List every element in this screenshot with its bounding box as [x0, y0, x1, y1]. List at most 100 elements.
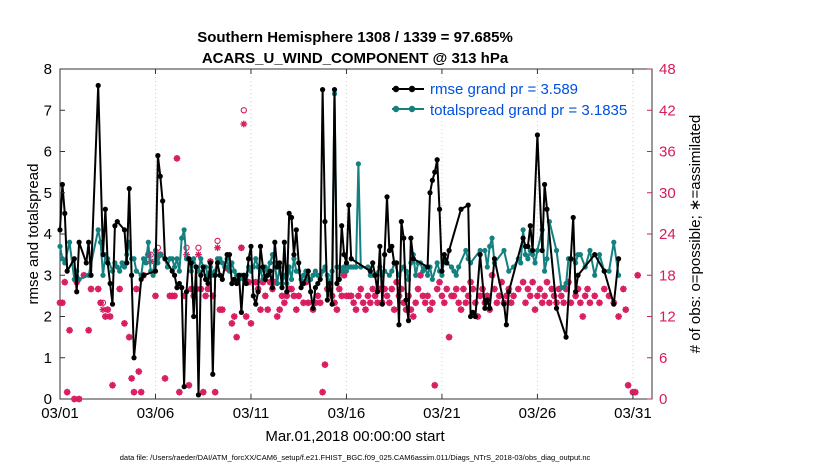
y-tick-label-left: 0: [44, 391, 52, 408]
rmse-point: [319, 87, 326, 93]
asterisk-stroke: [372, 293, 378, 299]
obs-assimilated-marker: [560, 299, 568, 307]
rmse-point: [372, 272, 378, 278]
asterisk-stroke: [525, 286, 531, 292]
asterisk-stroke: [295, 293, 302, 299]
obs-assimilated-marker: [596, 299, 603, 307]
asterisk-stroke: [582, 293, 589, 299]
obs-assimilated-marker: [357, 285, 365, 293]
asterisk-stroke: [577, 299, 584, 306]
obs-assimilated-marker: [541, 292, 548, 300]
x-tick-label: 03/11: [233, 405, 269, 422]
asterisk-stroke: [66, 327, 73, 334]
rmse-point: [310, 305, 316, 311]
rmse-point: [484, 297, 490, 303]
asterisk-stroke: [174, 155, 180, 162]
asterisk-stroke: [102, 313, 109, 320]
obs-assimilated-marker: [421, 299, 429, 307]
totalspread-point: [174, 256, 180, 262]
asterisk-stroke: [615, 313, 622, 320]
asterisk-stroke: [560, 299, 567, 306]
rmse-point: [241, 272, 247, 278]
rmse-point: [427, 190, 433, 196]
asterisk-stroke: [357, 286, 364, 292]
rmse-point: [410, 256, 416, 262]
obs-assimilated-marker: [364, 292, 372, 300]
chart-title-line1: Southern Hemisphere 1308 / 1339 = 97.685…: [197, 29, 513, 46]
obs-assimilated-marker: [87, 285, 95, 293]
asterisk-stroke: [100, 306, 106, 313]
rmse-point: [568, 256, 574, 262]
totalspread-point: [198, 256, 204, 262]
asterisk-stroke: [243, 313, 250, 320]
asterisk-stroke: [274, 313, 281, 320]
rmse-point: [601, 268, 607, 274]
totalspread-point: [343, 268, 350, 274]
asterisk-stroke: [558, 293, 565, 299]
obs-assimilated-marker: [75, 395, 83, 403]
y-tick-label-left: 5: [44, 185, 52, 202]
obs-assimilated-marker: [524, 285, 532, 293]
x-axis-label: Mar.01,2018 00:00:00 start: [265, 428, 445, 445]
obs-assimilated-marker: [436, 278, 443, 286]
totalspread-point: [501, 247, 507, 254]
x-tick-label: 03/16: [328, 405, 366, 422]
asterisk-stroke: [305, 299, 312, 306]
totalspread-point: [217, 256, 223, 262]
rmse-point: [71, 256, 77, 262]
asterisk-stroke: [441, 299, 448, 306]
obs-assimilated-marker: [600, 285, 608, 293]
axis-ticks: 03/01 03/06 03/11 03/16 03/21 03/26 03/3101234…: [41, 61, 675, 422]
totalspread-point: [100, 272, 106, 278]
totalspread-point: [291, 256, 297, 262]
asterisk-stroke: [527, 293, 534, 299]
rmse-point: [444, 260, 450, 266]
rmse-point: [238, 309, 245, 315]
totalspread-point: [425, 272, 431, 278]
rmse-point: [100, 252, 106, 258]
y-tick-label-right: 0: [659, 391, 667, 408]
obs-assimilated-marker: [624, 381, 632, 389]
totalspread-point: [587, 247, 593, 254]
obs-assimilated-marker: [295, 292, 303, 300]
rmse-point: [179, 285, 185, 291]
obs-assimilated-marker: [538, 299, 546, 307]
rmse-point: [248, 243, 254, 249]
obs-assimilated-marker: [257, 306, 264, 314]
totalspread-point: [532, 260, 538, 266]
y-tick-label-right: 24: [659, 226, 676, 243]
rmse-point: [520, 235, 526, 241]
totalspread-point: [525, 256, 531, 262]
rmse-point: [157, 173, 163, 179]
totalspread-point: [561, 285, 567, 291]
asterisk-stroke: [369, 286, 376, 292]
totalspread-point: [169, 256, 175, 262]
y-tick-label-right: 12: [659, 309, 676, 326]
asterisk-stroke: [81, 272, 87, 279]
obs-assimilated-marker: [522, 299, 529, 307]
totalspread-point: [541, 268, 548, 274]
totalspread-point: [534, 247, 541, 254]
rmse-point: [611, 301, 617, 307]
obs-assimilated-marker: [579, 313, 587, 320]
obs-assimilated-marker: [109, 381, 116, 389]
obs-assimilated-marker: [414, 285, 422, 293]
asterisk-stroke: [622, 306, 629, 313]
totalspread-point: [386, 272, 393, 278]
obs-assimilated-marker: [137, 388, 145, 396]
asterisk-stroke: [121, 320, 128, 327]
totalspread-point: [484, 264, 490, 270]
totalspread-point: [544, 256, 550, 262]
legend-totalspread-marker: [408, 105, 416, 113]
obs-possible-marker: [195, 244, 202, 251]
obs-assimilated-marker: [450, 292, 458, 300]
asterisk-stroke: [109, 382, 116, 389]
asterisk-stroke: [212, 389, 219, 395]
obs-assimilated-marker: [66, 326, 73, 334]
asterisk-stroke: [131, 389, 137, 395]
asterisk-stroke: [391, 306, 398, 313]
asterisk-stroke: [625, 382, 631, 389]
asterisk-stroke: [544, 279, 550, 285]
rmse-point: [195, 392, 202, 398]
rmse-point: [346, 202, 352, 208]
